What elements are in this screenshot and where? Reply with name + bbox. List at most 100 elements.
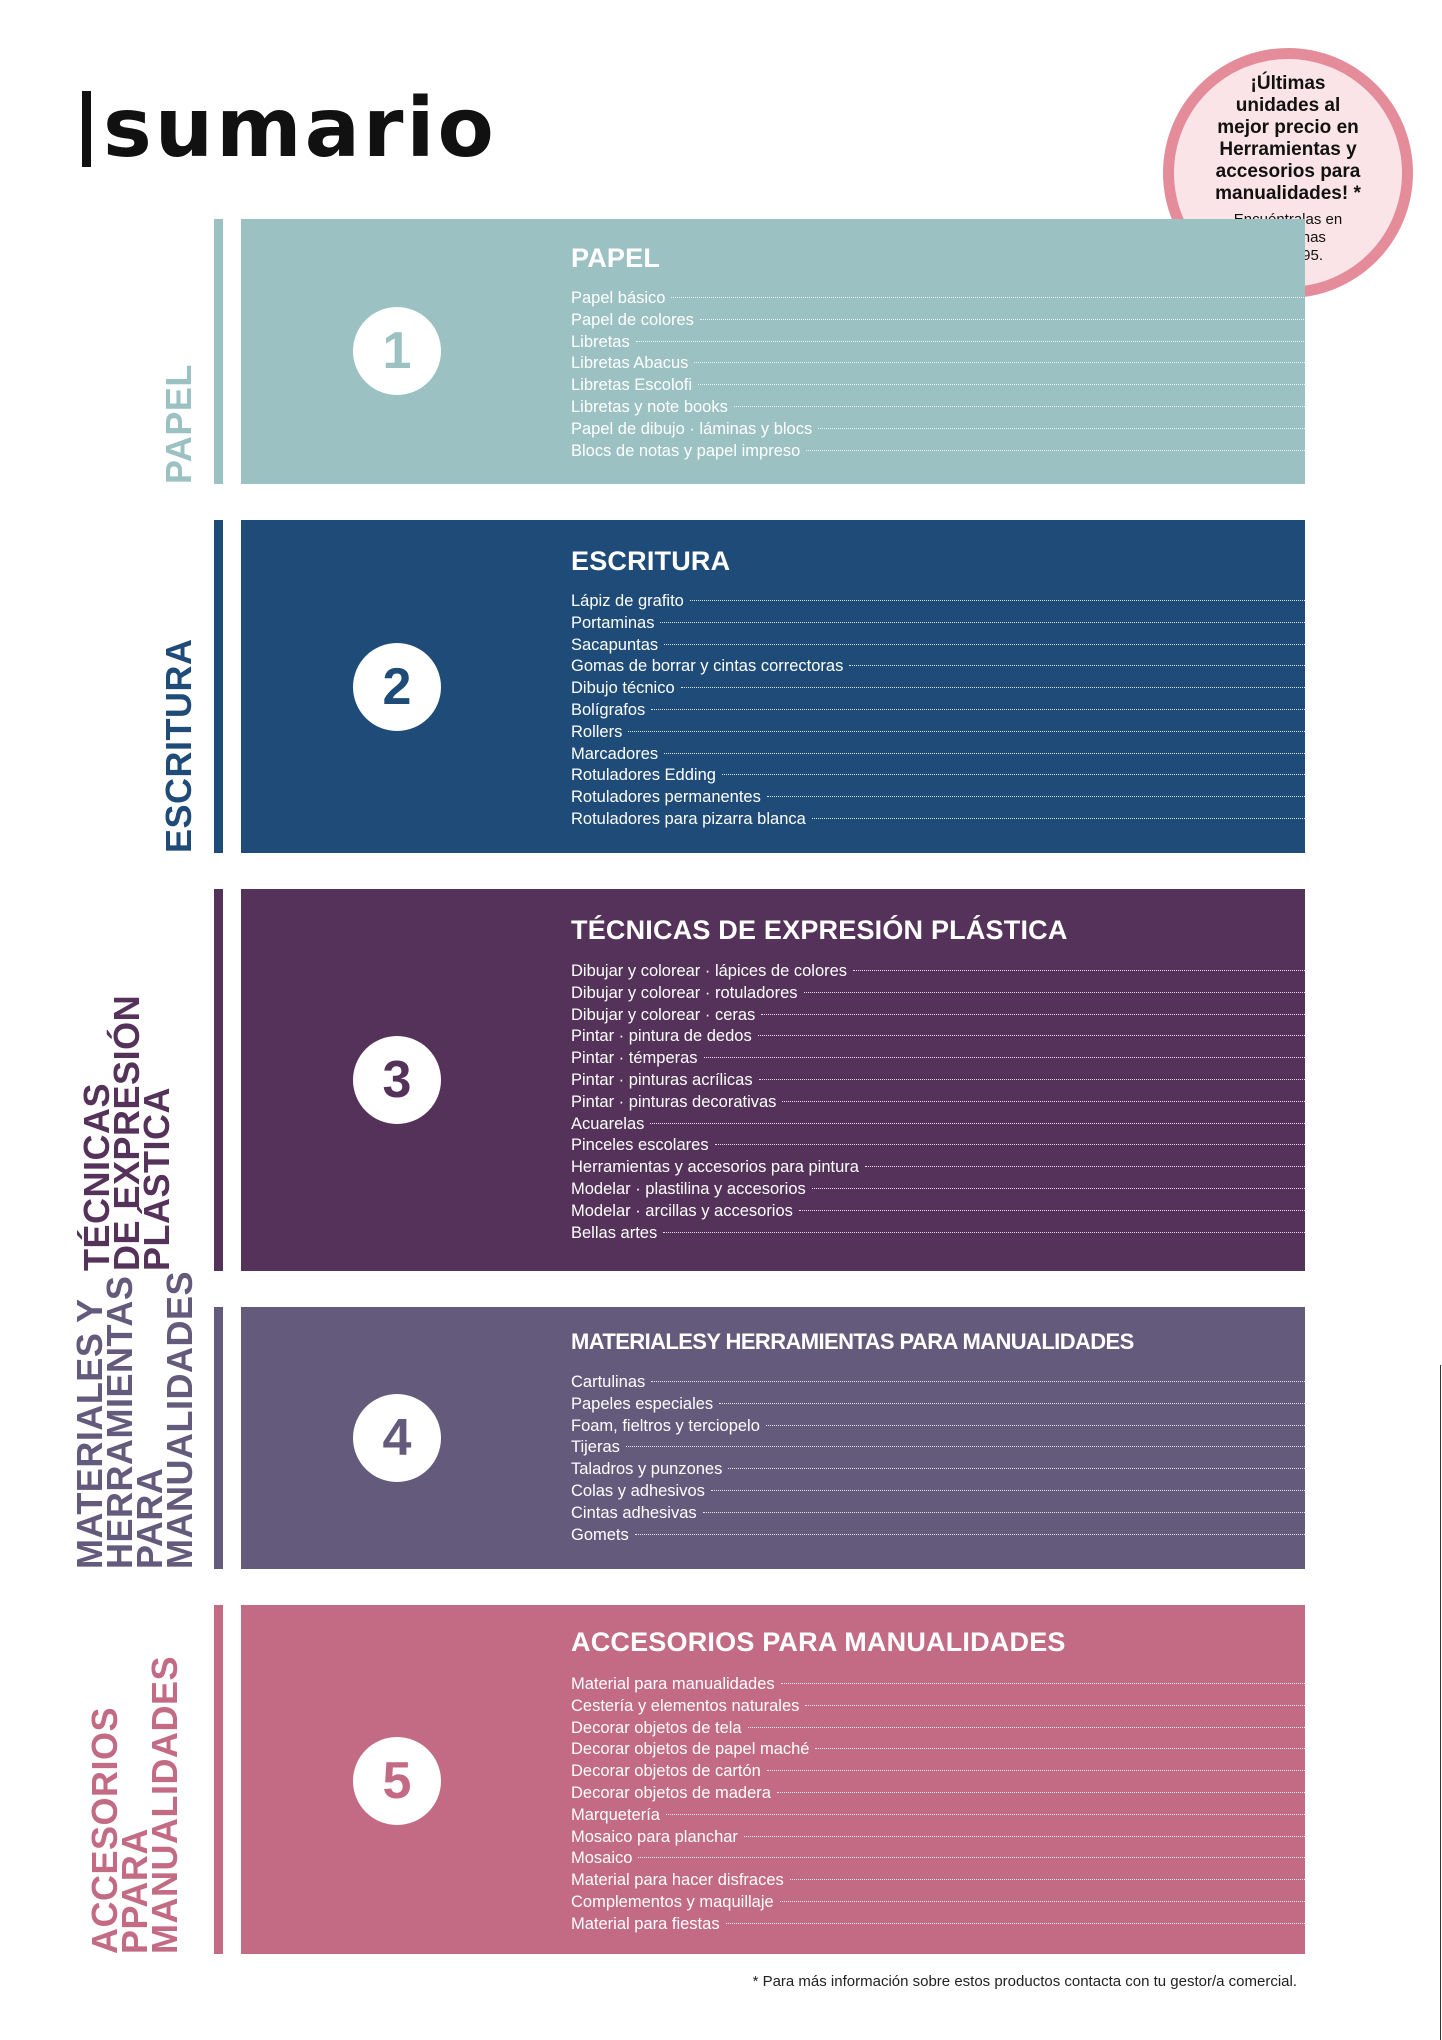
toc-section-3: TÉCNICAS DE EXPRESIÓN PLÁSTICA 3 TÉCNICAS … <box>0 889 1442 1271</box>
toc-entry[interactable]: Blocs de notas y papel impreso 18 <box>571 441 1413 463</box>
toc-entry-label: Lápiz de grafito <box>571 592 684 610</box>
toc-entry[interactable]: Mosaico para planchar 118 <box>571 1827 1413 1849</box>
toc-entry[interactable]: Mosaico 119 <box>571 1848 1413 1870</box>
toc-entry[interactable]: Rollers 30 <box>571 722 1413 744</box>
toc-entry[interactable]: Pintar · témperas 55 <box>571 1048 1413 1070</box>
dot-leader <box>765 1424 1389 1426</box>
dot-leader <box>671 297 1398 298</box>
dot-leader <box>766 796 1389 798</box>
toc-entry[interactable]: Dibujar y colorear · ceras 48 <box>571 1005 1413 1027</box>
section-number-circle: 4 <box>353 1394 441 1482</box>
toc-entry-page-number: 120 <box>1385 1871 1413 1890</box>
toc-entry-page-number: 100 <box>1385 1525 1413 1544</box>
dot-leader <box>694 362 1389 364</box>
toc-entry[interactable]: Decorar objetos de madera 116 <box>571 1783 1413 1805</box>
toc-entry-label: Herramientas y accesorios para pintura <box>571 1158 859 1177</box>
toc-entry[interactable]: Cestería y elementos naturales 112 <box>571 1696 1413 1718</box>
toc-entry[interactable]: Papeles especiales 83 <box>571 1394 1413 1416</box>
page-edge-line <box>1440 1365 1441 2040</box>
toc-entry[interactable]: Rotuladores permanentes 34 <box>571 787 1413 809</box>
toc-entry[interactable]: Bolígrafos 28 <box>571 700 1413 722</box>
dot-leader <box>680 687 1389 689</box>
toc-entry[interactable]: Complementos y maquillaje 122 <box>571 1892 1413 1914</box>
dot-leader <box>805 1704 1381 1706</box>
section-number-circle: 2 <box>353 643 441 731</box>
toc-entry-page-number: 113 <box>1386 1718 1413 1737</box>
toc-entry-label: Mosaico <box>571 1849 633 1868</box>
dot-leader <box>710 1489 1389 1491</box>
toc-entry[interactable]: Papel de dibujo · láminas y blocs 16 <box>571 419 1413 441</box>
toc-entry-label: Pinceles escolares <box>571 1136 709 1155</box>
toc-entry[interactable]: Colas y adhesivos 93 <box>571 1481 1413 1503</box>
toc-entry[interactable]: Pintar · pinturas decorativas 62 <box>571 1092 1413 1114</box>
toc-entry[interactable]: Dibujo técnico 26 <box>571 678 1413 700</box>
dot-leader <box>664 752 1389 754</box>
toc-entry-label: Pintar · pinturas acrílicas <box>571 1070 753 1089</box>
toc-entry-label: Decorar objetos de papel maché <box>571 1740 810 1759</box>
toc-entry-page-number: 44 <box>1394 983 1413 1002</box>
toc-entry[interactable]: Decorar objetos de papel maché 114 <box>571 1739 1413 1761</box>
toc-entry[interactable]: Marquetería 117 <box>571 1805 1413 1827</box>
toc-entry[interactable]: Gomets 100 <box>571 1525 1413 1547</box>
toc-entry[interactable]: Papel de colores 8 <box>571 310 1413 332</box>
toc-entry-page-number: 118 <box>1386 1827 1413 1846</box>
dot-leader <box>811 1187 1389 1189</box>
toc-entry[interactable]: Dibujar y colorear · rotuladores 44 <box>571 983 1413 1005</box>
toc-entry[interactable]: Libretas y note books 14 <box>571 397 1413 419</box>
toc-entry[interactable]: Taladros y punzones 92 <box>571 1459 1413 1481</box>
section-side-bar <box>214 520 223 853</box>
toc-entry[interactable]: Rotuladores para pizarra blanca 36 <box>571 809 1413 831</box>
toc-entry[interactable]: Herramientas y accesorios para pintura 66 <box>571 1157 1413 1179</box>
toc-entry[interactable]: Acuarelas 64 <box>571 1114 1413 1136</box>
toc-entry[interactable]: Cintas adhesivas 98 <box>571 1503 1413 1525</box>
section-side-label: PAPEL <box>158 364 199 484</box>
section-panel: 1 PAPEL Papel básico 7 Papel de colores 8 Libr… <box>241 219 1413 484</box>
toc-entry[interactable]: Cartulinas 79 <box>571 1372 1413 1394</box>
toc-entry[interactable]: Rotuladores Edding 32 <box>571 765 1413 787</box>
toc-entry[interactable]: Portaminas 23 <box>571 613 1413 635</box>
toc-entry[interactable]: Libretas Abacus 10 <box>571 353 1413 375</box>
toc-entry[interactable]: Decorar objetos de cartón 115 <box>571 1761 1413 1783</box>
toc-entry[interactable]: Libretas 9 <box>571 332 1413 354</box>
toc-entry[interactable]: Material para fiestas 123 <box>571 1914 1413 1936</box>
toc-entry[interactable]: Modelar · plastilina y accesorios 68 <box>571 1179 1413 1201</box>
section-side-label: MATERIALES Y HERRAMIENTAS PARA MANUALIDA… <box>69 1271 200 1569</box>
toc-entry-page-number: 34 <box>1394 788 1413 807</box>
toc-entry[interactable]: Foam, fieltros y terciopelo 88 <box>571 1416 1413 1438</box>
toc-entry[interactable]: Lápiz de grafito 21 <box>571 591 1413 613</box>
dot-leader <box>665 1813 1381 1815</box>
toc-entry[interactable]: Tijeras 91 <box>571 1437 1413 1459</box>
toc-entry[interactable]: Modelar · arcillas y accesorios 72 <box>571 1201 1413 1223</box>
dot-leader <box>849 665 1389 667</box>
toc-entry[interactable]: Pintar · pintura de dedos 54 <box>571 1026 1413 1048</box>
toc-entry-page-number: 39 <box>1394 962 1413 980</box>
toc-entry-label: Rollers <box>571 722 623 741</box>
toc-entry-label: Papel de dibujo · láminas y blocs <box>571 419 813 438</box>
toc-entry[interactable]: Decorar objetos de tela 113 <box>571 1718 1413 1740</box>
dot-leader <box>782 1100 1389 1102</box>
dot-leader <box>864 1166 1389 1168</box>
dot-leader <box>703 1057 1389 1059</box>
toc-entry[interactable]: Sacapuntas 24 <box>571 635 1413 657</box>
toc-entry[interactable]: Pinceles escolares 65 <box>571 1135 1413 1157</box>
section-side-bar <box>214 889 223 1271</box>
toc-entry[interactable]: Marcadores 31 <box>571 744 1413 766</box>
section-side-bar <box>214 219 223 484</box>
dot-leader <box>660 621 1389 623</box>
toc-entry-page-number: 14 <box>1394 397 1413 416</box>
dot-leader <box>803 991 1389 993</box>
section-panel: 5 ACCESORIOS PARA MANUALIDADES Material pa… <box>241 1605 1413 1954</box>
toc-entry[interactable]: Libretas Escolofi 12 <box>571 375 1413 397</box>
toc-entry-page-number: 55 <box>1394 1049 1413 1068</box>
toc-entry[interactable]: Material para manualidades 105 <box>571 1674 1413 1696</box>
toc-entry[interactable]: Papel básico 7 <box>571 288 1413 310</box>
toc-entry-page-number: 36 <box>1394 809 1413 828</box>
section-side-bar <box>214 1307 223 1569</box>
toc-entry[interactable]: Bellas artes 74 <box>571 1223 1413 1245</box>
toc-entry-page-number: 116 <box>1386 1783 1413 1802</box>
toc-entry[interactable]: Gomas de borrar y cintas correctoras 25 <box>571 656 1413 678</box>
toc-entry[interactable]: Pintar · pinturas acrílicas 60 <box>571 1070 1413 1092</box>
toc-entry[interactable]: Material para hacer disfraces 120 <box>571 1870 1413 1892</box>
dot-leader <box>789 1879 1380 1881</box>
toc-entry[interactable]: Dibujar y colorear · lápices de colores 3… <box>571 961 1413 983</box>
